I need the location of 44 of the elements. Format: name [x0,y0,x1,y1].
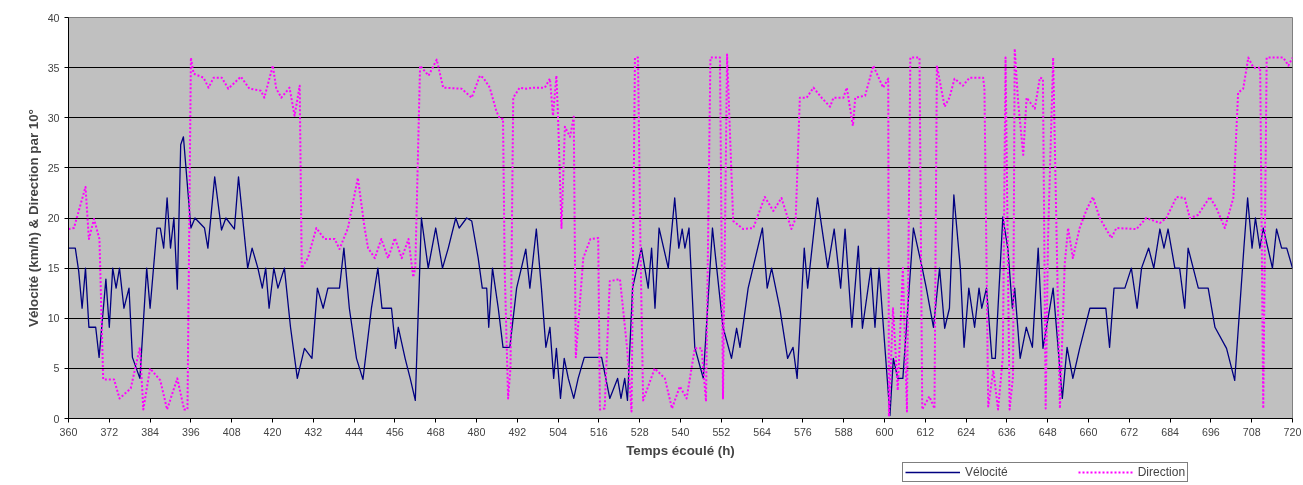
x-tick-label: 360 [59,425,78,438]
x-tick-label: 636 [998,425,1016,438]
x-tick-label: 444 [345,425,364,438]
x-tick-label: 612 [916,425,935,438]
x-tick-label: 516 [590,425,608,438]
x-tick-label: 708 [1242,425,1261,438]
x-tick-label: 528 [630,425,649,438]
x-tick-label: 588 [834,425,853,438]
x-tick-label: 504 [549,425,568,438]
x-tick-label: 456 [386,425,404,438]
legend-label: Vélocité [965,465,1008,479]
legend-label: Direction [1137,465,1186,479]
y-tick-label: 20 [47,212,60,224]
x-tick-label: 372 [100,425,119,438]
y-tick-label: 0 [53,412,60,425]
x-tick-label: 384 [141,425,160,438]
y-tick-label: 25 [47,161,60,174]
x-axis-title: Temps écoulé (h) [626,442,735,458]
y-axis-title: Vélocité (km/h) & Direction par 10° [25,109,41,327]
x-tick-label: 480 [467,425,486,438]
y-tick-label: 35 [47,61,60,74]
y-tick-label: 15 [47,262,60,275]
x-tick-label: 684 [1161,425,1180,438]
y-tick-label: 40 [47,11,60,24]
x-tick-label: 720 [1283,425,1302,438]
x-tick-label: 468 [426,425,445,438]
x-tick-label: 576 [794,425,812,438]
x-tick-label: 540 [671,425,690,438]
x-tick-label: 408 [222,425,241,438]
x-tick-label: 624 [957,425,976,438]
y-tick-label: 5 [53,362,60,375]
x-tick-label: 432 [304,425,323,438]
x-tick-label: 600 [875,425,894,438]
y-tick-label: 10 [47,312,60,325]
x-tick-label: 552 [712,425,731,438]
x-tick-label: 492 [508,425,527,438]
x-tick-label: 672 [1120,425,1139,438]
x-tick-label: 648 [1038,425,1057,438]
x-tick-label: 420 [263,425,282,438]
x-tick-label: 660 [1079,425,1098,438]
x-tick-label: 396 [182,425,200,438]
x-tick-label: 564 [753,425,772,438]
y-tick-label: 30 [47,111,60,124]
x-tick-label: 696 [1202,425,1220,438]
